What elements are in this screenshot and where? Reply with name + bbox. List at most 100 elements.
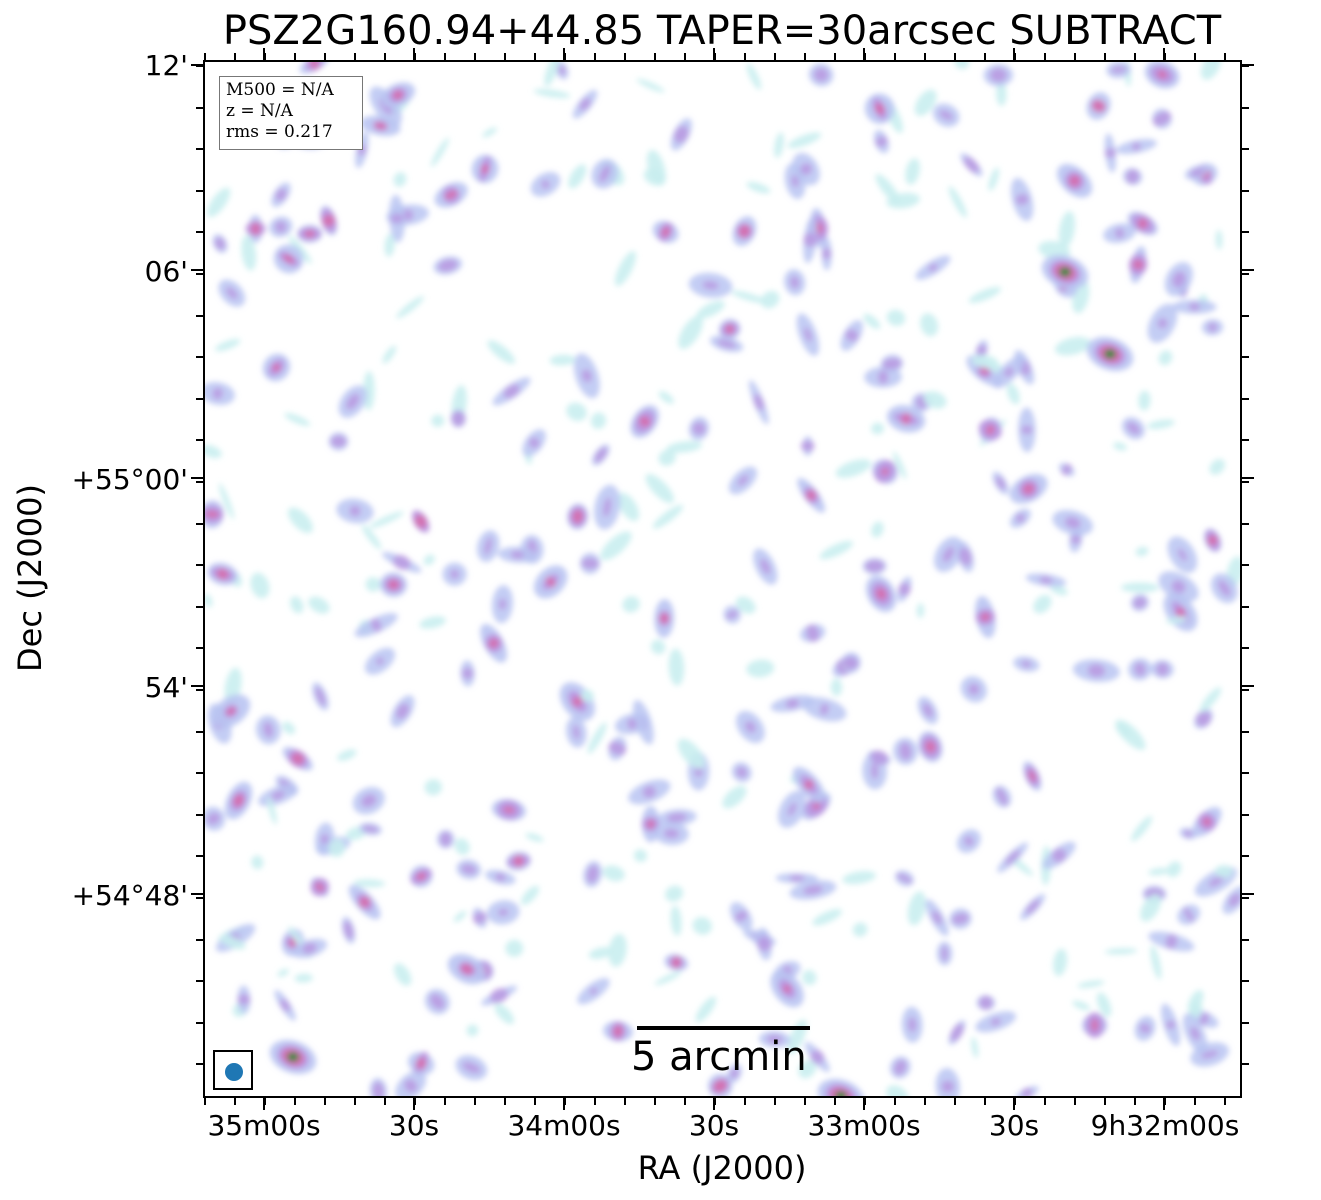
tick-mark <box>1164 53 1166 60</box>
tick-mark <box>384 1098 386 1105</box>
tick-mark <box>744 1098 746 1105</box>
tick-mark <box>804 53 806 60</box>
plot-title: PSZ2G160.94+44.85 TAPER=30arcsec SUBTRAC… <box>222 8 1222 54</box>
tick-mark <box>196 398 203 400</box>
tick-mark <box>1224 1098 1226 1105</box>
tick-mark <box>1242 148 1249 150</box>
y-tick-label: 12' <box>144 49 188 82</box>
y-axis-title: Dec (J2000) <box>11 484 49 672</box>
x-tick-label: 33m00s <box>807 1109 921 1142</box>
tick-mark <box>196 356 203 358</box>
tick-mark <box>324 53 326 60</box>
tick-mark <box>414 53 416 60</box>
tick-mark <box>924 1098 926 1105</box>
tick-mark <box>744 53 746 60</box>
x-tick-label: 30s <box>988 1109 1040 1142</box>
tick-mark <box>204 53 206 60</box>
x-tick-label: 30s <box>388 1109 440 1142</box>
tick-mark <box>196 481 203 483</box>
x-tick-label: 34m00s <box>507 1109 621 1142</box>
tick-mark <box>1242 269 1254 271</box>
tick-mark <box>1242 814 1249 816</box>
tick-mark <box>196 190 203 192</box>
tick-mark <box>196 647 203 649</box>
tick-mark <box>294 53 296 60</box>
tick-mark <box>196 439 203 441</box>
tick-mark <box>714 53 716 60</box>
tick-mark <box>1242 689 1249 691</box>
tick-mark <box>196 689 203 691</box>
tick-mark <box>1242 231 1249 233</box>
tick-mark <box>354 53 356 60</box>
tick-mark <box>954 53 956 60</box>
tick-mark <box>1224 53 1226 60</box>
tick-mark <box>1014 53 1016 60</box>
tick-mark <box>1242 477 1254 479</box>
x-tick-label: 9h32m00s <box>1090 1109 1240 1142</box>
tick-mark <box>834 1098 836 1105</box>
tick-mark <box>1074 1098 1076 1105</box>
tick-mark <box>834 53 836 60</box>
tick-mark <box>1242 564 1249 566</box>
tick-mark <box>984 53 986 60</box>
tick-mark <box>1242 685 1254 687</box>
tick-mark <box>444 53 446 60</box>
tick-mark <box>1242 65 1249 67</box>
tick-mark <box>774 53 776 60</box>
tick-mark <box>1242 315 1249 317</box>
tick-mark <box>1242 855 1249 857</box>
tick-mark <box>324 1098 326 1105</box>
tick-mark <box>1104 53 1106 60</box>
tick-mark <box>474 53 476 60</box>
tick-mark <box>264 1098 266 1105</box>
tick-mark <box>564 53 566 60</box>
tick-mark <box>234 53 236 60</box>
tick-mark <box>864 1098 866 1105</box>
tick-mark <box>1134 1098 1136 1105</box>
tick-mark <box>1044 1098 1046 1105</box>
x-axis-title: RA (J2000) <box>637 1149 807 1187</box>
y-tick-label: 54' <box>144 671 188 704</box>
tick-mark <box>196 65 203 67</box>
scale-bar <box>637 1026 810 1030</box>
tick-mark <box>594 1098 596 1105</box>
tick-mark <box>196 772 203 774</box>
tick-mark <box>504 1098 506 1105</box>
tick-mark <box>504 53 506 60</box>
tick-mark <box>191 685 203 687</box>
tick-mark <box>1164 1098 1166 1105</box>
tick-mark <box>1242 523 1249 525</box>
beam-box <box>213 1050 253 1090</box>
tick-mark <box>196 980 203 982</box>
tick-mark <box>1134 53 1136 60</box>
y-tick-label: +55°00' <box>71 463 188 496</box>
tick-mark <box>191 477 203 479</box>
tick-mark <box>1242 107 1249 109</box>
tick-mark <box>196 606 203 608</box>
tick-mark <box>196 1063 203 1065</box>
tick-mark <box>1242 606 1249 608</box>
tick-mark <box>624 1098 626 1105</box>
tick-mark <box>1104 1098 1106 1105</box>
tick-mark <box>894 1098 896 1105</box>
scale-bar-label: 5 arcmin <box>631 1034 807 1080</box>
radio-map <box>205 62 1240 1096</box>
tick-mark <box>534 53 536 60</box>
tick-mark <box>196 855 203 857</box>
tick-mark <box>196 939 203 941</box>
tick-mark <box>1194 1098 1196 1105</box>
tick-mark <box>684 53 686 60</box>
tick-mark <box>1242 939 1249 941</box>
tick-mark <box>204 1098 206 1105</box>
tick-mark <box>196 564 203 566</box>
tick-mark <box>984 1098 986 1105</box>
tick-mark <box>196 814 203 816</box>
tick-mark <box>196 148 203 150</box>
tick-mark <box>1242 398 1249 400</box>
redshift-label: z = N/A <box>226 101 293 121</box>
image-panel: M500 = N/A z = N/A rms = 0.217 5 arcmin <box>203 60 1242 1098</box>
tick-mark <box>654 53 656 60</box>
tick-mark <box>234 1098 236 1105</box>
tick-mark <box>1044 53 1046 60</box>
tick-mark <box>444 1098 446 1105</box>
